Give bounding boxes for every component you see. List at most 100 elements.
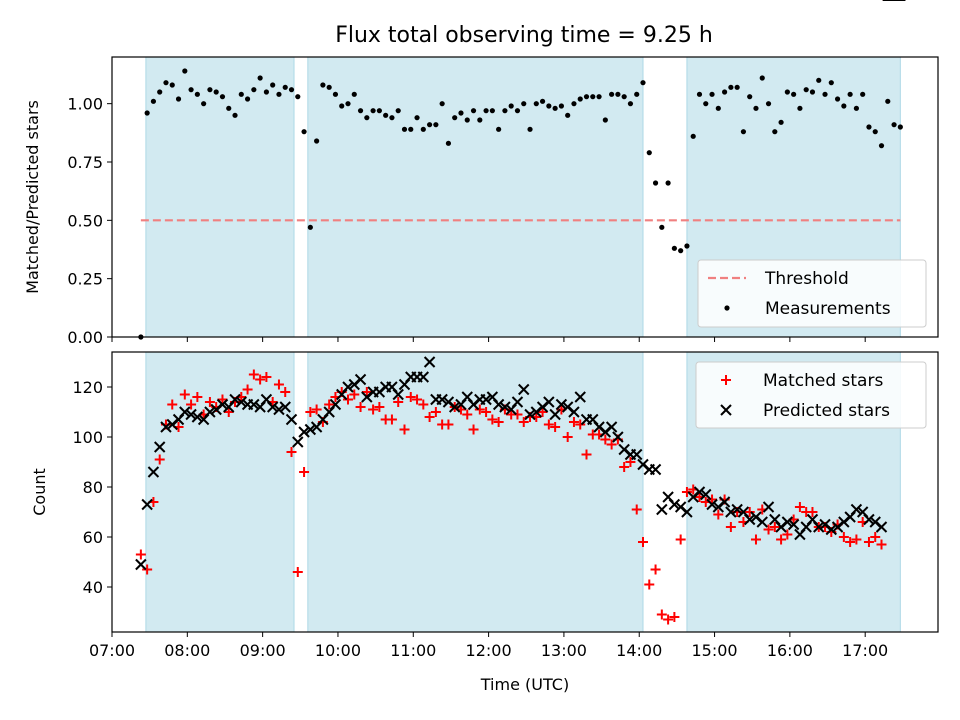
matched-stars-point bbox=[186, 399, 197, 410]
measurement-point bbox=[194, 91, 200, 97]
predicted-stars-point bbox=[191, 411, 204, 423]
matched-stars-point bbox=[619, 462, 630, 472]
matched-stars-point bbox=[707, 494, 718, 505]
legend-box bbox=[697, 259, 927, 328]
measurement-point bbox=[546, 103, 552, 109]
matched-stars-point bbox=[355, 402, 366, 412]
matched-stars-point bbox=[663, 614, 674, 625]
measurement-point bbox=[803, 87, 809, 93]
predicted-stars-point bbox=[480, 393, 492, 406]
measurement-point bbox=[213, 89, 219, 95]
measurement-point bbox=[897, 124, 903, 130]
measurement-point bbox=[458, 110, 464, 116]
axes-frame bbox=[111, 56, 939, 338]
measurement-point bbox=[514, 108, 521, 114]
predicted-stars-point bbox=[216, 398, 229, 411]
measurement-point bbox=[885, 98, 891, 104]
measurement-point bbox=[320, 82, 326, 88]
matched-stars-point bbox=[568, 417, 579, 427]
matched-stars-point bbox=[280, 387, 291, 397]
y-tick-label: 0.50 bbox=[67, 211, 103, 230]
measurement-point bbox=[244, 96, 251, 102]
predicted-stars-point bbox=[568, 406, 580, 418]
matched-stars-point bbox=[713, 509, 724, 520]
predicted-stars-point bbox=[229, 393, 241, 406]
x-tick-label: 12:00 bbox=[466, 641, 512, 660]
measurement-point bbox=[602, 117, 608, 123]
predicted-stars-point bbox=[781, 516, 794, 528]
matched-stars-point bbox=[537, 407, 548, 417]
ratio-panel: 0.00 0.25 0.50 0.75 1.00 Matched/Predicted st… bbox=[23, 56, 939, 347]
predicted-stars-point bbox=[417, 371, 430, 383]
predicted-stars-point bbox=[875, 521, 888, 533]
predicted-stars-point bbox=[787, 518, 800, 531]
x-tick-label: 16:00 bbox=[767, 641, 813, 660]
y-axis-label: Count bbox=[30, 468, 49, 516]
measurement-point bbox=[784, 89, 790, 95]
measurement-point bbox=[502, 108, 508, 114]
predicted-stars-point bbox=[392, 388, 404, 401]
predicted-stars-point bbox=[756, 516, 768, 528]
measurement-point bbox=[357, 108, 364, 114]
measurement-point bbox=[565, 112, 571, 118]
matched-stars-point bbox=[845, 537, 856, 547]
measurement-point bbox=[370, 108, 376, 114]
matched-stars-point bbox=[481, 407, 492, 417]
matched-stars-point bbox=[669, 612, 680, 622]
y-tick-label: 1.00 bbox=[67, 95, 103, 114]
measurement-point bbox=[621, 94, 627, 100]
y-tick-label: 120 bbox=[72, 378, 103, 397]
matched-stars-point bbox=[399, 424, 410, 435]
predicted-stars-point bbox=[492, 398, 505, 411]
measurement-point bbox=[816, 77, 822, 83]
measurement-point bbox=[728, 84, 734, 90]
legend-matched-swatch bbox=[721, 375, 731, 385]
matched-stars-point bbox=[424, 412, 435, 422]
matched-stars-point bbox=[638, 537, 648, 547]
predicted-stars-point bbox=[813, 521, 825, 533]
matched-stars-point bbox=[324, 399, 335, 410]
matched-stars-point bbox=[361, 387, 372, 397]
measurement-point bbox=[496, 126, 502, 132]
measurement-point bbox=[364, 115, 370, 121]
measurement-point bbox=[389, 115, 395, 121]
measurement-point bbox=[263, 89, 270, 95]
y-axis-label: Matched/Predicted stars bbox=[23, 100, 42, 294]
measurement-point bbox=[652, 180, 659, 186]
matched-stars-point bbox=[744, 507, 755, 517]
legend-threshold-label: Threshold bbox=[764, 269, 849, 289]
measurement-point bbox=[163, 80, 169, 86]
matched-stars-point bbox=[562, 432, 573, 442]
predicted-stars-point bbox=[549, 408, 561, 421]
matched-stars-point bbox=[782, 529, 793, 540]
legend-box bbox=[695, 361, 927, 429]
x-tick-label: 17:00 bbox=[842, 641, 888, 660]
predicted-stars-point bbox=[524, 408, 536, 421]
predicted-stars-point bbox=[248, 398, 260, 411]
matched-stars-point bbox=[870, 532, 881, 542]
predicted-stars-point bbox=[329, 398, 342, 411]
legend-measurements-label: Measurements bbox=[765, 299, 891, 319]
measurement-point bbox=[383, 112, 389, 118]
matched-stars-point bbox=[223, 407, 234, 417]
matched-stars-point bbox=[386, 414, 397, 425]
matched-stars-point bbox=[242, 384, 253, 395]
matched-stars-point bbox=[512, 409, 523, 420]
measurement-point bbox=[533, 101, 539, 107]
measurement-point bbox=[709, 91, 715, 97]
x-tick-label: 15:00 bbox=[691, 641, 737, 660]
measurement-point bbox=[834, 96, 841, 102]
measurement-point bbox=[201, 101, 207, 107]
x-tick-label: 09:00 bbox=[240, 641, 286, 660]
predicted-stars-point bbox=[543, 396, 555, 408]
observing-interval-1 bbox=[145, 56, 295, 338]
measurement-point bbox=[822, 91, 828, 97]
measurement-point bbox=[150, 98, 157, 104]
predicted-stars-point bbox=[436, 393, 448, 406]
y-tick-label: 80 bbox=[83, 478, 103, 497]
measurement-point bbox=[326, 84, 332, 90]
measurement-point bbox=[270, 82, 276, 88]
measurement-point bbox=[426, 122, 433, 128]
measurement-point bbox=[351, 91, 357, 97]
measurement-point bbox=[583, 94, 590, 100]
